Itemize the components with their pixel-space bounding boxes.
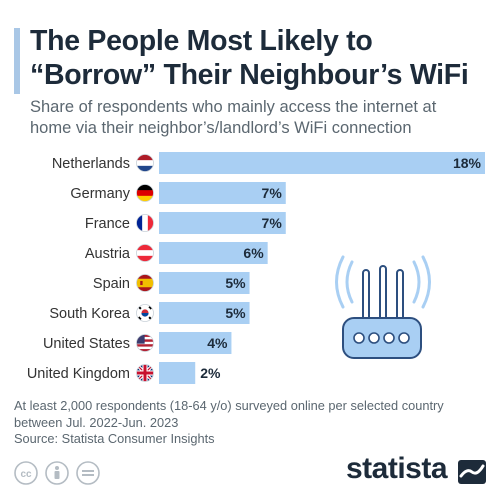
category-label: United States bbox=[43, 336, 130, 352]
bar-netherlands bbox=[159, 152, 485, 174]
no-derivatives-icon bbox=[76, 461, 100, 485]
attribution-icon bbox=[45, 461, 69, 485]
svg-text:cc: cc bbox=[20, 469, 32, 480]
category-label: United Kingdom bbox=[27, 366, 130, 382]
value-label: 4% bbox=[207, 335, 228, 351]
value-label: 5% bbox=[225, 305, 246, 321]
bar-south-korea bbox=[159, 302, 250, 324]
wifi-router-icon bbox=[335, 255, 431, 359]
bar-united-states bbox=[159, 332, 232, 354]
south-korea-flag-icon bbox=[136, 304, 154, 322]
statista-logo: statista bbox=[346, 452, 448, 485]
title-accent-bar bbox=[14, 28, 20, 94]
bar-spain bbox=[159, 272, 250, 294]
bar-france bbox=[159, 212, 286, 234]
austria-flag-icon bbox=[136, 244, 154, 262]
category-label: Netherlands bbox=[52, 156, 130, 172]
chart-title-line-1: The People Most Likely to bbox=[30, 25, 373, 57]
category-label: Austria bbox=[85, 246, 131, 262]
chart-subtitle-line-2: home via their neighbor’s/landlord’s WiF… bbox=[30, 119, 412, 137]
chart-subtitle: Share of respondents who mainly access t… bbox=[30, 97, 490, 139]
bar-chart: Netherlands 18% Germany 7% France 7% Austria 6%… bbox=[27, 152, 485, 384]
value-label: 18% bbox=[453, 155, 482, 171]
category-label: Spain bbox=[93, 276, 130, 292]
bar-austria bbox=[159, 242, 268, 264]
value-label: 7% bbox=[262, 215, 283, 231]
chart-title: The People Most Likely to “Borrow” Their… bbox=[30, 24, 490, 92]
value-label: 2% bbox=[200, 365, 221, 381]
united-states-flag-icon bbox=[136, 334, 154, 352]
category-label: France bbox=[85, 216, 130, 232]
value-label: 7% bbox=[262, 185, 283, 201]
bar-united-kingdom bbox=[159, 362, 196, 384]
spain-flag-icon bbox=[136, 274, 154, 292]
bar-germany bbox=[159, 182, 286, 204]
chart-source: Source: Statista Consumer Insights bbox=[14, 431, 215, 446]
netherlands-flag-icon bbox=[136, 154, 154, 172]
value-label: 6% bbox=[243, 245, 264, 261]
chart-footnote: At least 2,000 respondents (18-64 y/o) s… bbox=[14, 398, 484, 431]
creative-commons-icon: cc bbox=[14, 461, 38, 485]
statista-logo-mark-icon bbox=[458, 460, 486, 484]
united-kingdom-flag-icon bbox=[136, 364, 154, 382]
category-label: Germany bbox=[70, 186, 130, 202]
france-flag-icon bbox=[136, 214, 154, 232]
footnote-line-2: between Jul. 2022-Jun. 2023 bbox=[14, 414, 179, 430]
chart-subtitle-line-1: Share of respondents who mainly access t… bbox=[30, 98, 437, 116]
chart-title-line-2: “Borrow” Their Neighbour’s WiFi bbox=[30, 59, 469, 91]
germany-flag-icon bbox=[136, 184, 154, 202]
footnote-line-1: At least 2,000 respondents (18-64 y/o) s… bbox=[14, 398, 444, 413]
value-label: 5% bbox=[225, 275, 246, 291]
category-label: South Korea bbox=[49, 306, 131, 322]
license-icons: cc bbox=[14, 461, 100, 485]
